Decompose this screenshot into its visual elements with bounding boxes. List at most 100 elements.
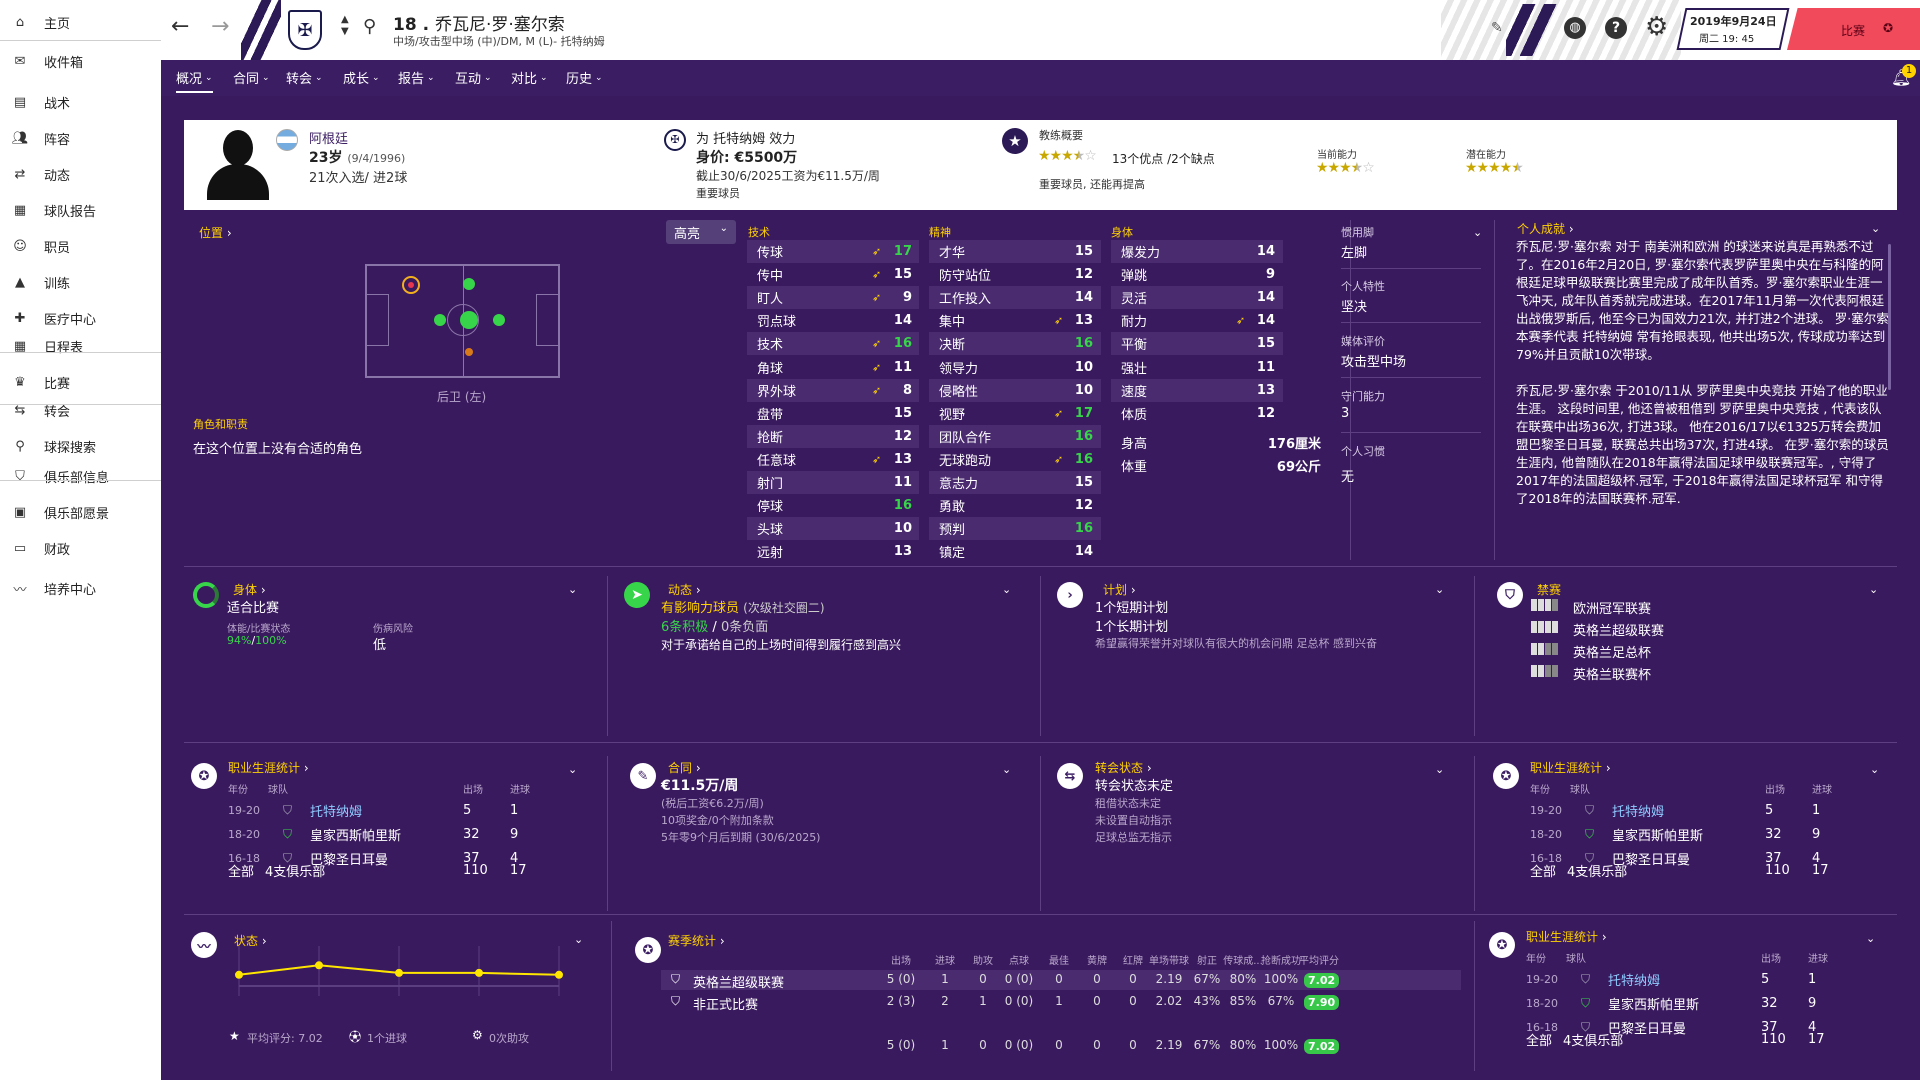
- attribute-row[interactable]: 镇定 14: [929, 540, 1101, 563]
- season-col-header[interactable]: 平均评分: [1299, 956, 1339, 967]
- tab-2[interactable]: 转会 ⌄: [286, 72, 323, 87]
- tab-7[interactable]: 历史 ⌄: [566, 72, 603, 87]
- career-team[interactable]: 托特纳姆: [1612, 804, 1665, 820]
- career-team[interactable]: 托特纳姆: [1608, 973, 1661, 989]
- attribute-row[interactable]: 集中 ➶ 13: [929, 309, 1101, 332]
- career-team[interactable]: 皇家西斯帕里斯: [310, 828, 402, 844]
- tab-0[interactable]: 概况 ⌄: [176, 68, 213, 93]
- attribute-row[interactable]: 罚点球 14: [747, 309, 919, 332]
- attribute-row[interactable]: 爆发力 14: [1111, 240, 1283, 263]
- form-dropdown-chevron[interactable]: ⌄: [574, 933, 584, 946]
- sidebar-item-2[interactable]: ▤ 战术: [0, 87, 161, 117]
- attribute-row[interactable]: 停球 16: [747, 494, 919, 517]
- attribute-row[interactable]: 工作投入 14: [929, 286, 1101, 310]
- season-row[interactable]: [661, 970, 1461, 990]
- help-icon[interactable]: ?: [1605, 17, 1627, 39]
- season-col-header[interactable]: 传球成...: [1223, 956, 1263, 967]
- sidebar-item-8[interactable]: ✚ 医疗中心: [0, 303, 161, 333]
- plans-title[interactable]: 计划 ›: [1103, 583, 1136, 597]
- sidebar-item-3[interactable]: 👥︎ 阵容: [0, 123, 161, 153]
- career-row[interactable]: 19-20 ⛉ 托特纳姆 5 1: [1530, 799, 1870, 821]
- attribute-row[interactable]: 领导力 10: [929, 356, 1101, 379]
- attribute-row[interactable]: 平衡 15: [1111, 332, 1283, 356]
- edit-icon[interactable]: ✎: [1491, 20, 1503, 36]
- sidebar-item-4[interactable]: ⇄ 动态: [0, 159, 161, 189]
- plans-dropdown-chevron[interactable]: ⌄: [1435, 583, 1445, 596]
- season-col-header[interactable]: 抢断成功: [1261, 956, 1301, 967]
- attribute-row[interactable]: 角球 ➶ 11: [747, 356, 919, 379]
- player-switch-arrows[interactable]: ▲ ▼: [341, 14, 349, 37]
- career-title[interactable]: 职业生涯统计 ›: [1530, 761, 1611, 775]
- search-icon[interactable]: ⚲: [363, 16, 377, 37]
- attribute-row[interactable]: 体质 12: [1111, 402, 1283, 425]
- season-col-header[interactable]: 单场带球: [1149, 956, 1189, 967]
- sidebar-item-1[interactable]: ✉ 收件箱: [0, 46, 161, 76]
- world-icon[interactable]: ◍: [1564, 17, 1586, 39]
- season-col-header[interactable]: 黄牌: [1087, 956, 1107, 967]
- career-team[interactable]: 巴黎圣日耳曼: [1612, 852, 1691, 868]
- career-team[interactable]: 巴黎圣日耳曼: [1608, 1021, 1687, 1037]
- sidebar-item-13[interactable]: ⛉ 俱乐部信息: [0, 461, 161, 491]
- career-title[interactable]: 职业生涯统计 ›: [228, 761, 309, 775]
- season-col-header[interactable]: 进球: [935, 956, 955, 967]
- bans-dropdown-chevron[interactable]: ⌄: [1869, 583, 1879, 596]
- attribute-row[interactable]: 界外球 ➶ 8: [747, 378, 919, 402]
- attribute-row[interactable]: 侵略性 10: [929, 378, 1101, 402]
- contract-dropdown-chevron[interactable]: ⌄: [1002, 763, 1012, 776]
- match-button[interactable]: [1787, 8, 1920, 50]
- bio-title[interactable]: 个人成就 ›: [1517, 222, 1574, 236]
- tab-1[interactable]: 合同 ⌄: [233, 72, 270, 87]
- career-team[interactable]: 巴黎圣日耳曼: [310, 852, 389, 868]
- foot-dropdown-chevron[interactable]: ⌄: [1473, 226, 1483, 239]
- career-row[interactable]: 19-20 ⛉ 托特纳姆 5 1: [1526, 968, 1866, 990]
- form-point[interactable]: [555, 970, 563, 979]
- form-point[interactable]: [235, 970, 243, 979]
- attribute-row[interactable]: 决断 16: [929, 332, 1101, 356]
- sidebar-item-16[interactable]: 〰 培养中心: [0, 573, 161, 603]
- back-button[interactable]: ←: [171, 14, 190, 39]
- career-row[interactable]: 19-20 ⛉ 托特纳姆 5 1: [228, 799, 568, 821]
- attribute-row[interactable]: 团队合作 16: [929, 424, 1101, 448]
- sidebar-item-11[interactable]: ⇆ 转会: [0, 395, 161, 425]
- transfer-status-title[interactable]: 转会状态 ›: [1095, 761, 1152, 775]
- physio-dropdown-chevron[interactable]: ⌄: [568, 583, 578, 596]
- season-col-header[interactable]: 助攻: [973, 956, 993, 967]
- career-row[interactable]: 18-20 ⛉ 皇家西斯帕里斯 32 9: [228, 823, 568, 845]
- club-line[interactable]: 为 托特纳姆 效力: [696, 132, 796, 147]
- sidebar-item-12[interactable]: ⚲ 球探搜索: [0, 431, 161, 461]
- career-team[interactable]: 托特纳姆: [310, 804, 363, 820]
- forward-button[interactable]: →: [211, 14, 230, 39]
- attribute-row[interactable]: 灵活 14: [1111, 286, 1283, 310]
- attribute-row[interactable]: 盘带 15: [747, 402, 919, 425]
- season-col-header[interactable]: 射正: [1197, 956, 1217, 967]
- sidebar-item-6[interactable]: ☺ 职员: [0, 231, 161, 261]
- career-dropdown-chevron[interactable]: ⌄: [568, 763, 578, 776]
- position-title[interactable]: 位置 ›: [199, 226, 232, 240]
- sidebar-item-9[interactable]: ▦ 日程表: [0, 331, 161, 361]
- attribute-row[interactable]: 任意球 ➶ 13: [747, 448, 919, 471]
- tab-4[interactable]: 报告 ⌄: [398, 72, 435, 87]
- attribute-row[interactable]: 速度 13: [1111, 378, 1283, 402]
- attribute-row[interactable]: 才华 15: [929, 240, 1101, 263]
- career-row[interactable]: 18-20 ⛉ 皇家西斯帕里斯 32 9: [1530, 823, 1870, 845]
- career-row[interactable]: 16-18 ⛉ 巴黎圣日耳曼 37 4: [228, 847, 568, 869]
- attribute-row[interactable]: 技术 ➶ 16: [747, 332, 919, 356]
- attribute-row[interactable]: 弹跳 9: [1111, 263, 1283, 286]
- form-line-chart[interactable]: [229, 946, 569, 996]
- settings-gear-icon[interactable]: ⚙: [1645, 12, 1669, 42]
- career-dropdown-chevron[interactable]: ⌄: [1866, 932, 1876, 945]
- tab-5[interactable]: 互动 ⌄: [455, 72, 492, 87]
- attribute-row[interactable]: 盯人 ➶ 9: [747, 286, 919, 310]
- dynamics-title[interactable]: 动态 ›: [668, 583, 701, 597]
- physio-title[interactable]: 身体 ›: [233, 583, 266, 597]
- form-point[interactable]: [395, 968, 403, 977]
- attribute-row[interactable]: 远射 13: [747, 540, 919, 563]
- form-point[interactable]: [475, 968, 483, 977]
- season-stats-title[interactable]: 赛季统计 ›: [668, 934, 725, 948]
- nationality[interactable]: 阿根廷: [309, 132, 349, 147]
- career-title[interactable]: 职业生涯统计 ›: [1526, 930, 1607, 944]
- bio-scrollbar[interactable]: [1888, 244, 1891, 390]
- pitch[interactable]: [365, 264, 560, 378]
- season-col-header[interactable]: 红牌: [1123, 956, 1143, 967]
- highlight-dropdown[interactable]: 高亮 ⌄: [666, 220, 736, 244]
